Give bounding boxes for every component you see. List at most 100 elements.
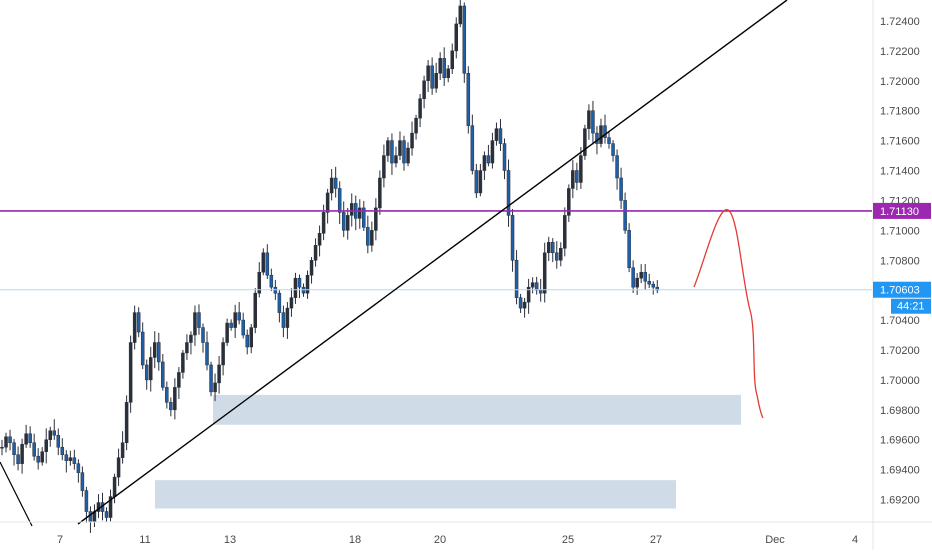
candle-body: [370, 230, 374, 246]
candle-body: [358, 207, 362, 219]
candle-body: [362, 207, 366, 228]
candle-body: [84, 490, 89, 512]
trendline-left[interactable]: [0, 461, 33, 527]
candle-body: [337, 188, 342, 213]
candle-body: [165, 387, 169, 403]
candle-body: [313, 245, 318, 261]
candle-body: [442, 58, 446, 79]
candle-body: [627, 230, 631, 268]
price-tick-label: 1.69200: [880, 495, 920, 507]
candle-body: [603, 125, 607, 138]
price-tick-label: 1.70200: [880, 345, 920, 357]
candle-body: [390, 140, 394, 164]
candle-body: [249, 327, 253, 348]
candle-body: [643, 271, 647, 282]
candle-body: [446, 68, 450, 79]
candle-body: [639, 271, 643, 279]
candle-body: [426, 65, 430, 82]
candle-body: [321, 212, 326, 234]
candle-body: [530, 282, 535, 288]
candle-body: [76, 463, 81, 473]
price-tick-label: 1.72000: [880, 76, 920, 88]
candle-body: [546, 242, 551, 254]
time-tick-label: 4: [852, 534, 858, 546]
candle-body: [422, 80, 426, 99]
drawing-lines: [0, 0, 872, 527]
candle-body: [486, 155, 491, 164]
candle-body: [651, 283, 655, 288]
candle-body: [534, 282, 539, 291]
candle-body: [297, 277, 302, 288]
candle-body: [309, 260, 314, 276]
candle-body: [40, 451, 44, 463]
candle-body: [132, 312, 137, 343]
candle-body: [567, 188, 571, 216]
candle-body: [555, 252, 559, 261]
demand-zone[interactable]: [213, 394, 741, 425]
candle-body: [542, 252, 547, 294]
candle-body: [615, 155, 619, 179]
candle-body: [116, 457, 121, 478]
candle-body: [80, 472, 85, 491]
candle-body: [434, 73, 438, 89]
candle-body: [104, 511, 109, 518]
price-tick-label: 1.72400: [880, 16, 920, 28]
candle-body: [108, 496, 113, 518]
candle-body: [510, 215, 515, 261]
resistance-price-label: 1.71130: [880, 206, 919, 218]
candle-body: [341, 212, 346, 231]
price-labels: 1.71130 1.70603 44:21: [873, 202, 931, 314]
candle-body: [44, 439, 48, 452]
candle-body: [136, 312, 141, 333]
candle-body: [233, 312, 237, 328]
forecast-path[interactable]: [693, 209, 764, 419]
candle-body: [24, 433, 28, 445]
candle-body: [571, 170, 575, 189]
candle-body: [317, 233, 322, 246]
candle-body: [88, 511, 93, 523]
candle-body: [623, 200, 627, 231]
candle-body: [128, 342, 133, 403]
candle-body: [153, 342, 157, 358]
candle-body: [265, 252, 270, 276]
candle-body: [563, 215, 567, 249]
candle-body: [458, 5, 463, 25]
candle-body: [209, 364, 213, 393]
candle-body: [466, 73, 471, 126]
candle-body: [595, 132, 599, 144]
candle-body: [56, 434, 61, 448]
candle-body: [382, 155, 386, 179]
candle-body: [454, 23, 459, 52]
candle-body: [237, 312, 241, 321]
candle-body: [438, 58, 442, 74]
candle-body: [478, 170, 483, 194]
candle-body: [378, 177, 382, 209]
trendline[interactable]: [77, 0, 788, 525]
candle-body: [474, 170, 479, 194]
candle-body: [144, 364, 149, 381]
candle-body: [229, 322, 233, 328]
candle-body: [406, 147, 410, 164]
candle-body: [430, 65, 434, 89]
candle-body: [366, 227, 370, 246]
candle-body: [253, 292, 258, 328]
candle-body: [257, 271, 262, 294]
candle-body: [16, 454, 20, 464]
candle-body: [193, 312, 197, 336]
candle-body: [522, 301, 527, 309]
candle-body: [217, 364, 221, 384]
candle-body: [333, 177, 338, 189]
candle-body: [32, 442, 36, 457]
candle-body: [329, 177, 334, 194]
price-tick-label: 1.69600: [880, 435, 920, 447]
demand-zone[interactable]: [155, 480, 676, 509]
candle-body: [205, 342, 209, 366]
candle-body: [201, 327, 205, 343]
candle-body: [20, 443, 24, 464]
candle-body: [410, 132, 414, 149]
candle-body: [245, 334, 249, 348]
candle-body: [402, 140, 406, 164]
time-axis: 7 11 13 18 20 25 27 Dec 4: [0, 521, 932, 546]
